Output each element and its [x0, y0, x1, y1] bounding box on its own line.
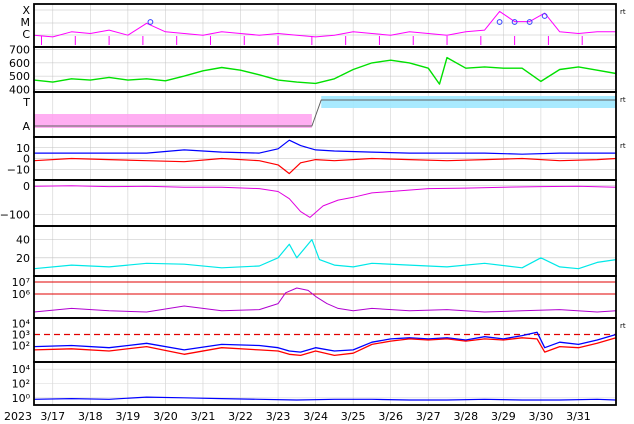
y-tick-label: M: [21, 16, 31, 29]
y-tick-label: X: [22, 4, 30, 17]
y-tick-label: 700: [9, 44, 30, 57]
y-tick-label: 10²: [12, 378, 30, 391]
y-tick-label: 10: [16, 142, 30, 155]
series-layer: [33, 10, 617, 401]
x-tick-label: 3/22: [228, 410, 253, 423]
y-tick-label: 10⁴: [12, 318, 31, 331]
x-tick-label: 3/18: [78, 410, 103, 423]
year-label: 2023: [4, 410, 32, 423]
x-tick-label: 3/20: [153, 410, 178, 423]
label-layer: 3/17 3/18 3/19 3/20 3/21 3/22 3/23 3/24 3/25 3/26…: [0, 4, 626, 423]
x-tick-label: 3/21: [191, 410, 216, 423]
y-tick-label: −10: [7, 163, 30, 176]
y-tick-label: −100: [0, 209, 30, 222]
y-tick-label: 10⁰: [12, 392, 31, 405]
panel-frame: [33, 46, 617, 93]
x-tick-label: 3/26: [378, 410, 403, 423]
x-tick-label: 3/24: [303, 410, 328, 423]
y-tick-label: 600: [9, 57, 30, 70]
frame-layer: [33, 3, 617, 406]
imf-bz-line: [33, 157, 617, 175]
y-tick-label: 20: [16, 252, 30, 265]
speed-series-line: [33, 56, 617, 85]
imf-bt-line: [34, 139, 616, 155]
flare-marker: [526, 19, 533, 25]
x-tick-label: 3/25: [341, 410, 366, 423]
x-tick-label: 3/23: [266, 410, 291, 423]
flare-marker: [147, 19, 154, 25]
y-tick-label: 500: [9, 70, 30, 83]
grid-layer: [34, 4, 616, 405]
rt-marker: rt: [620, 8, 626, 16]
y-tick-label: C: [22, 28, 30, 41]
proton-series-line: [33, 287, 617, 313]
dst-series-line: [33, 185, 617, 218]
xray-series-line: [33, 10, 616, 38]
panel-frame: [33, 225, 617, 277]
y-tick-label: 10⁶: [12, 288, 31, 301]
y-tick-label: 10⁴: [12, 363, 31, 376]
flare-marker: [496, 19, 503, 25]
y-tick-label: 400: [9, 83, 30, 96]
away-sector-band: [34, 114, 312, 128]
kp-series-line: [33, 239, 617, 270]
x-tick-label: 3/17: [40, 410, 65, 423]
rt-marker: rt: [620, 142, 626, 150]
panel-frame: [33, 3, 617, 48]
x-tick-label: 3/30: [529, 410, 554, 423]
x-tick-label: 3/27: [416, 410, 441, 423]
rt-marker: rt: [620, 322, 626, 330]
y-tick-label: 10³: [12, 329, 30, 342]
polarity-series-line: [34, 99, 616, 127]
electron-series-line: [33, 331, 617, 353]
x-tick-label: 3/19: [116, 410, 141, 423]
flare-marker: [511, 19, 518, 25]
y-tick-label: 40: [16, 234, 30, 247]
y-tick-label: 0: [23, 153, 30, 166]
rt-marker: rt: [620, 96, 626, 104]
x-tick-label: 3/29: [491, 410, 516, 423]
panel-frame: [33, 317, 617, 363]
electron-series-line: [33, 337, 617, 357]
flare-marker: [541, 13, 548, 19]
y-tick-label: 0: [23, 180, 30, 193]
fill-layer: [34, 96, 616, 128]
x-tick-label: 3/28: [453, 410, 478, 423]
lower-flux-series-line: [33, 396, 617, 401]
y-tick-label: 10²: [12, 340, 30, 353]
y-tick-label: T: [22, 96, 30, 109]
x-tick-label: 3/31: [566, 410, 591, 423]
y-tick-label: 10⁷: [12, 276, 30, 289]
panel-frame: [33, 361, 617, 406]
y-tick-label: A: [22, 120, 30, 133]
toward-sector-band: [321, 96, 616, 108]
